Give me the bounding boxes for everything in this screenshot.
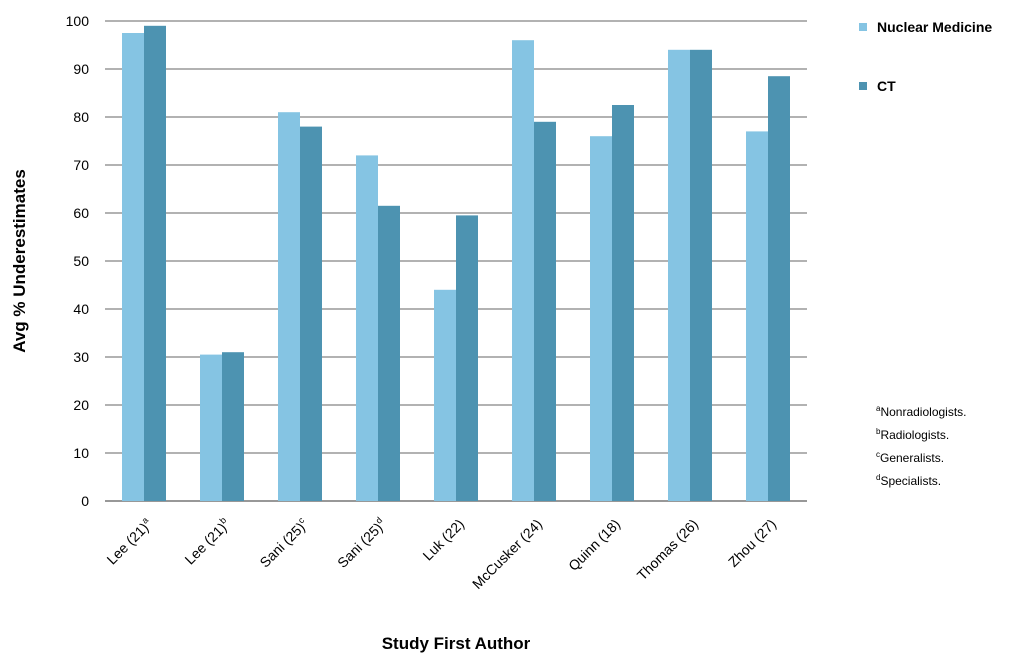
bar [122, 33, 144, 501]
x-axis-ticks: Lee (21)a Lee (21)b Sani (25)c Sani (25)d Lu… [103, 515, 779, 592]
x-axis-title: Study First Author [382, 634, 531, 653]
bar [200, 354, 222, 501]
bar [222, 352, 244, 501]
x-tick-label: Lee (21)a [103, 515, 155, 567]
footnote: bRadiologists. [876, 427, 949, 442]
bar [356, 155, 378, 501]
bar [612, 105, 634, 501]
y-tick-label: 40 [73, 301, 89, 317]
y-tick-label: 30 [73, 349, 89, 365]
legend-swatch [859, 82, 867, 90]
x-tick-label: Sani (25)c [256, 515, 312, 571]
y-tick-label: 70 [73, 157, 89, 173]
bar [278, 112, 300, 501]
y-tick-label: 0 [81, 493, 89, 509]
x-tick-label: McCusker (24) [469, 516, 545, 592]
legend-label: Nuclear Medicine [877, 19, 992, 35]
bar [534, 121, 556, 502]
legend-label: CT [877, 78, 896, 94]
x-tick-label: Sani (25)d [333, 515, 389, 571]
bar [668, 49, 690, 502]
bars [122, 25, 790, 502]
y-tick-label: 90 [73, 61, 89, 77]
y-tick-label: 10 [73, 445, 89, 461]
bar [456, 215, 478, 501]
y-tick-label: 60 [73, 205, 89, 221]
bar [378, 205, 400, 502]
bar [144, 25, 166, 502]
footnote: cGeneralists. [876, 450, 944, 465]
y-tick-label: 50 [73, 253, 89, 269]
x-tick-label: Thomas (26) [634, 516, 701, 583]
bar [300, 126, 322, 501]
footnote: dSpecialists. [876, 473, 941, 488]
y-tick-label: 100 [66, 13, 90, 29]
footnotes: aNonradiologists. bRadiologists. cGenerali… [876, 404, 967, 488]
footnote: aNonradiologists. [876, 404, 967, 419]
y-tick-label: 20 [73, 397, 89, 413]
bar [746, 131, 768, 501]
x-tick-label: Lee (21)b [181, 515, 233, 567]
bar [512, 40, 534, 501]
y-tick-label: 80 [73, 109, 89, 125]
bar [768, 76, 790, 501]
bar [434, 289, 456, 501]
x-tick-label: Zhou (27) [725, 516, 779, 570]
bar [590, 136, 612, 501]
x-tick-label: Quinn (18) [565, 516, 623, 574]
bar [690, 49, 712, 502]
y-axis-ticks: 0 10 20 30 40 50 60 70 80 90 100 [66, 13, 90, 509]
x-tick-label: Luk (22) [419, 516, 467, 564]
legend: Nuclear Medicine CT [859, 19, 992, 94]
legend-swatch [859, 23, 867, 31]
y-axis-title: Avg % Underestimates [10, 169, 29, 353]
